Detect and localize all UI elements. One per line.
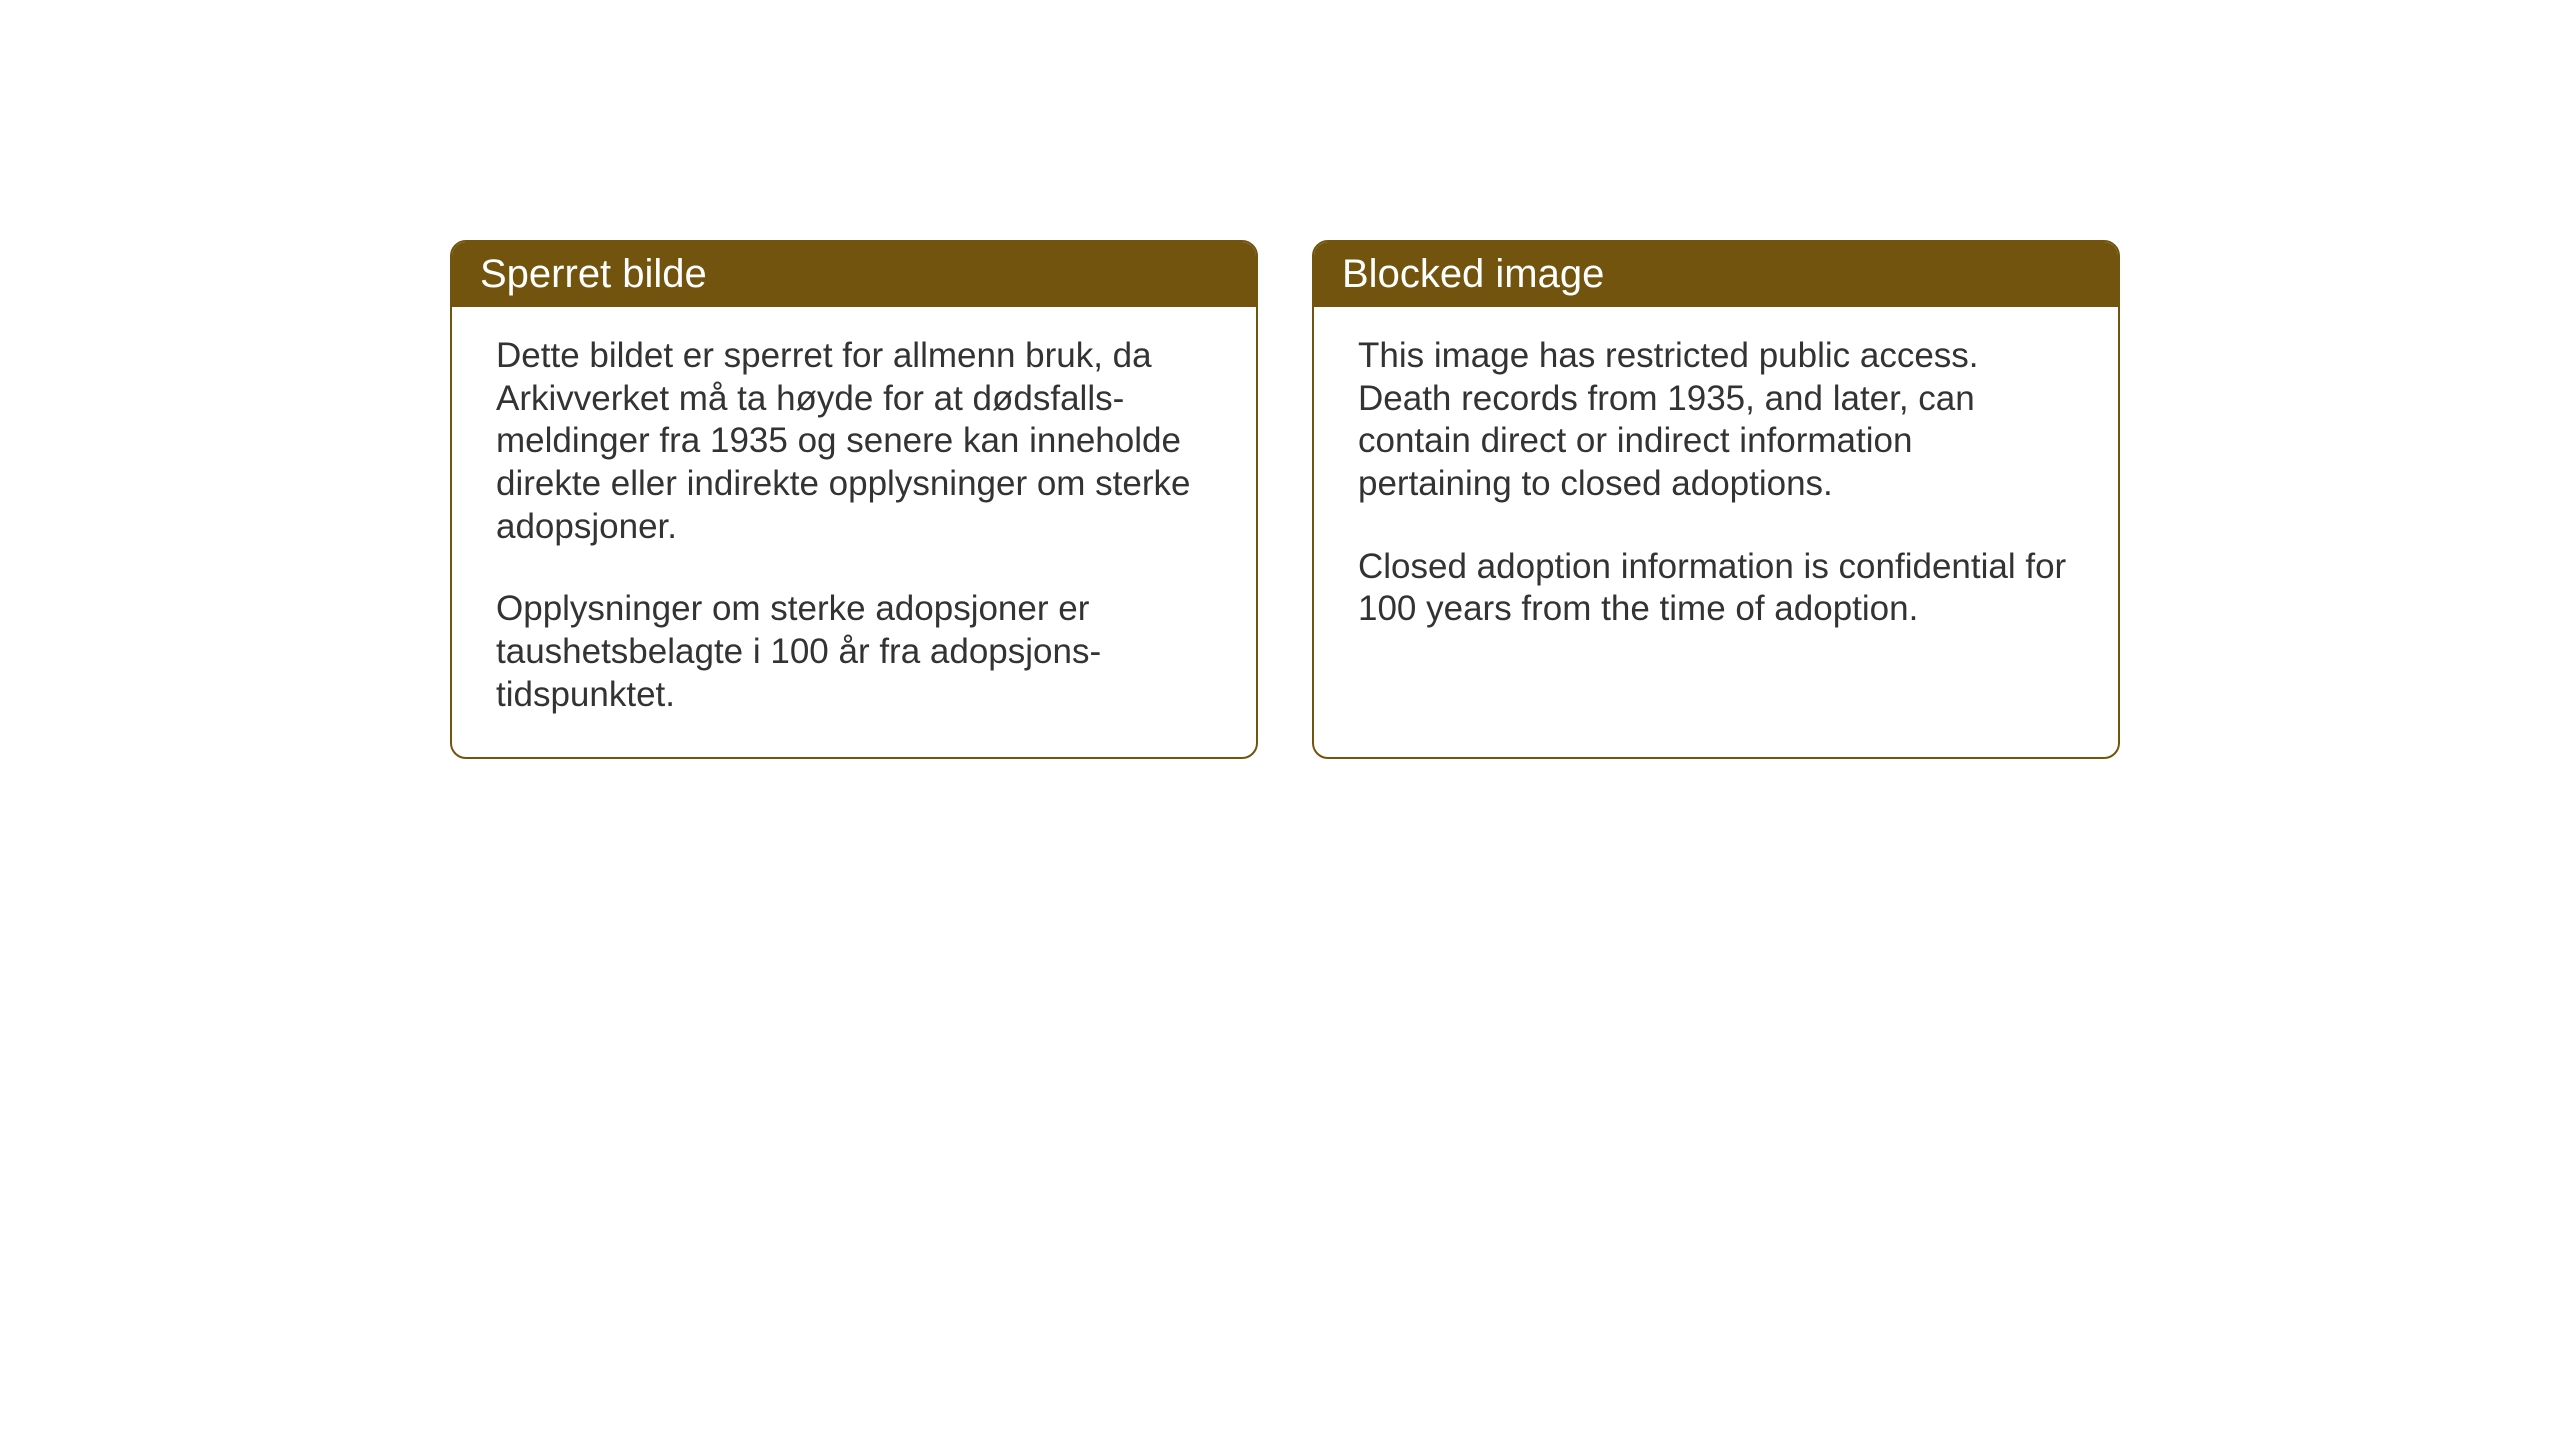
notice-header-norwegian: Sperret bilde	[452, 242, 1256, 307]
notice-body-norwegian: Dette bildet er sperret for allmenn bruk…	[452, 307, 1256, 757]
notice-header-english: Blocked image	[1314, 242, 2118, 307]
notice-body-english: This image has restricted public access.…	[1314, 307, 2118, 741]
notice-paragraph-2-english: Closed adoption information is confident…	[1358, 546, 2074, 631]
notice-paragraph-1-norwegian: Dette bildet er sperret for allmenn bruk…	[496, 335, 1212, 548]
notice-box-norwegian: Sperret bilde Dette bildet er sperret fo…	[450, 240, 1258, 759]
notice-container: Sperret bilde Dette bildet er sperret fo…	[450, 240, 2120, 759]
notice-paragraph-2-norwegian: Opplysninger om sterke adopsjoner er tau…	[496, 588, 1212, 716]
notice-paragraph-1-english: This image has restricted public access.…	[1358, 335, 2074, 506]
notice-box-english: Blocked image This image has restricted …	[1312, 240, 2120, 759]
